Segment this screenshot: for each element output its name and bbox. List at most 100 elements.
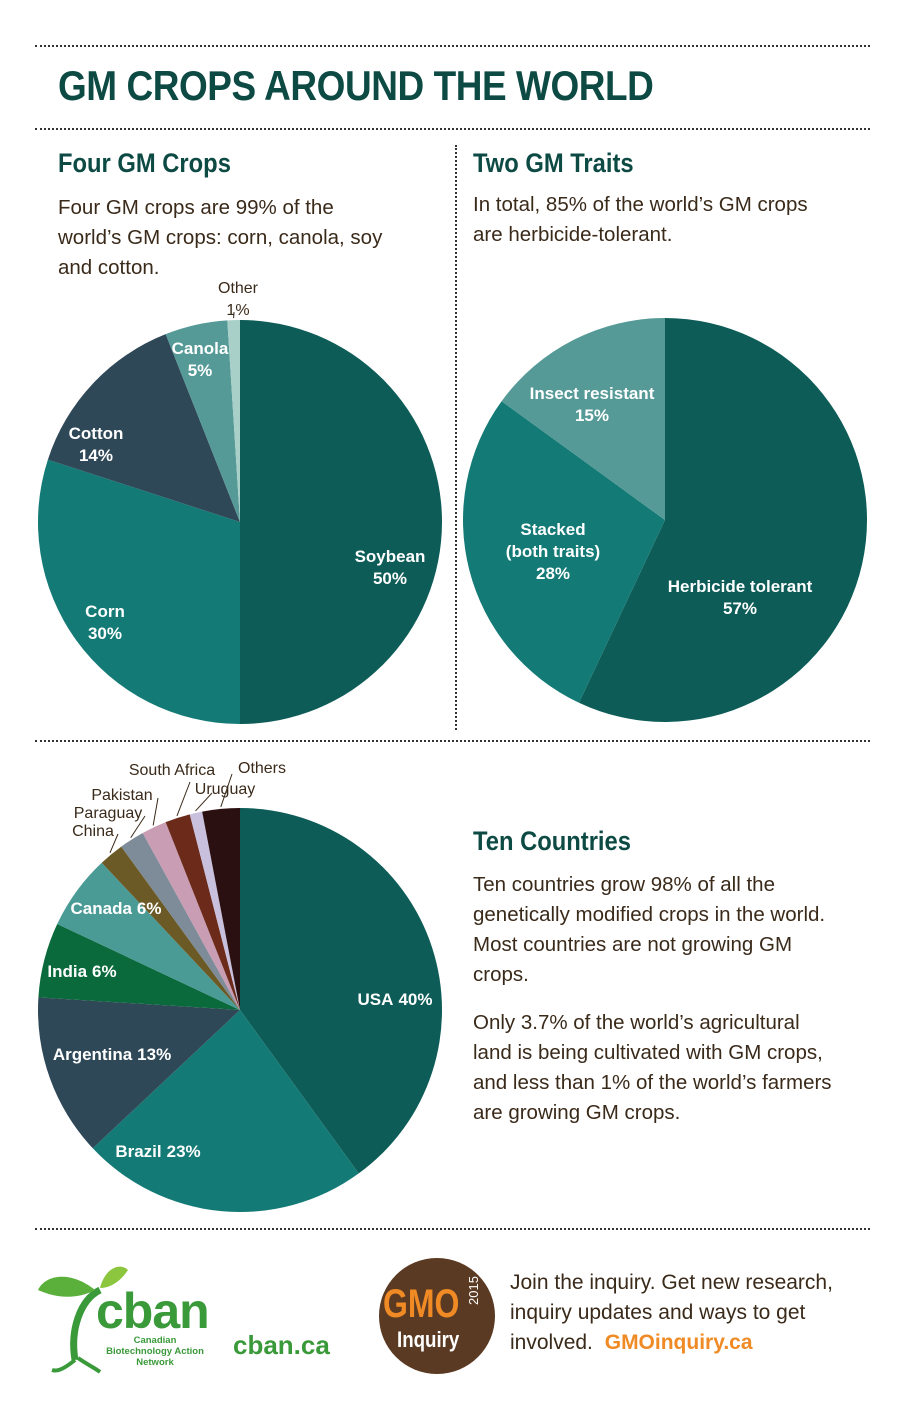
inquiry-link[interactable]: GMOinquiry.ca [604,1331,753,1354]
pie-slice [47,334,241,522]
slice-label: Stacked (both traits) 28% [503,519,603,585]
category-label: Paraguay [73,805,143,822]
slice-label: Canada 6% [71,898,162,920]
leader-line [152,797,159,826]
divider [35,1228,870,1230]
slice-label: Herbicide tolerant 57% [668,576,813,620]
section-text: Only 3.7% of the world’s agricultural la… [473,1011,832,1124]
slice-label: Corn 30% [85,601,125,645]
pie-slice [240,320,442,724]
slice-label: Other 1% [218,278,258,322]
pie-slice [462,401,665,703]
leader-line [195,792,213,812]
value-label: 6% [92,962,117,981]
value-label: 14% [78,446,114,465]
logo-subtitle: Canadian Biotechnology Action Network [106,1335,204,1368]
pie-slice [101,846,240,1010]
value-label: 5% [187,361,213,380]
pie-slice [240,808,442,1174]
slice-label: Argentina 13% [53,1044,171,1066]
slice-label: Soybean 50% [355,546,426,590]
value-label: 57% [722,599,758,618]
value-label: 6% [136,899,162,918]
value-label: 15% [574,406,610,425]
section-title: Four GM Crops [58,148,231,178]
pie-slice [165,814,240,1010]
value-label: 40% [398,990,433,1009]
pie-slice [165,320,240,522]
leader-line [220,773,233,808]
category-label: Brazil [115,1142,162,1161]
leader-line [176,781,191,817]
category-label: Stacked (both traits) [505,520,601,561]
section-title: Two GM Traits [473,148,634,178]
pie-slice [578,318,867,722]
slice-label: Canola 5% [172,338,229,382]
value-label: 1% [226,302,250,319]
divider [35,128,870,130]
pie-slice [92,1010,359,1212]
category-label: India [47,962,88,981]
leader-line [109,833,119,854]
value-label: 23% [166,1142,201,1161]
category-label: Canada [70,899,132,918]
category-label: South Africa [128,762,216,779]
slice-label: Cotton 14% [69,423,124,467]
slice-label: Paraguay [74,803,143,825]
slice-label: Pakistan [91,785,152,807]
pie-slice [121,832,240,1010]
value-label: 50% [372,569,408,588]
category-label: Corn [85,602,125,621]
category-label: USA [357,990,394,1009]
leader-line [130,815,146,839]
slice-label: South Africa [129,760,215,782]
divider [455,145,457,730]
section-title: Ten Countries [473,826,631,856]
pie-slice [501,318,665,520]
slice-label: USA 40% [358,989,433,1011]
pie-slice [38,923,240,1010]
value-label: 30% [87,624,123,643]
pie-slice [142,822,240,1010]
slice-label: India 6% [47,961,116,983]
pie-slice [38,459,240,724]
category-label: China [72,823,114,840]
invite-text: Join the inquiry. Get new research, inqu… [510,1271,833,1354]
section-text: In total, 85% of the world’s GM crops ar… [473,193,808,246]
pie-slice [227,320,240,522]
slice-label: Insect resistant 15% [530,383,655,427]
category-label: Other [217,280,259,297]
section-text: Four GM crops are 99% of the world’s GM … [58,196,383,279]
badge-subtitle: Inquiry [397,1327,460,1352]
value-label: 13% [137,1045,172,1064]
divider [35,45,870,47]
section-text: Ten countries grow 98% of all the geneti… [473,873,826,986]
category-label: Cotton [68,424,124,443]
badge-year: 2015 [466,1276,481,1305]
category-label: Soybean [354,547,426,566]
slice-label: China [72,821,114,843]
divider [35,740,870,742]
category-label: Others [237,760,287,777]
slice-label: Uruguay [195,779,255,801]
title: GM CROPS AROUND THE WORLD [58,62,654,109]
logo: cban [96,1283,210,1339]
pie-slice [189,811,240,1010]
category-label: Canola [171,339,229,358]
site-link[interactable]: cban.ca [233,1330,330,1360]
category-label: Pakistan [91,787,153,804]
pie-slice [57,862,241,1010]
invite: Join the inquiry. Get new research, inqu… [510,1268,885,1358]
badge: GMO [383,1282,460,1326]
category-label: Insect resistant [529,384,655,403]
slice-label: Others [238,758,286,780]
category-label: Uruguay [194,781,256,798]
value-label: 28% [535,564,571,583]
category-label: Argentina [52,1045,133,1064]
pie-slice [37,997,240,1149]
category-label: Herbicide tolerant [667,577,813,596]
pie-slice [202,808,240,1010]
slice-label: Brazil 23% [115,1141,200,1163]
